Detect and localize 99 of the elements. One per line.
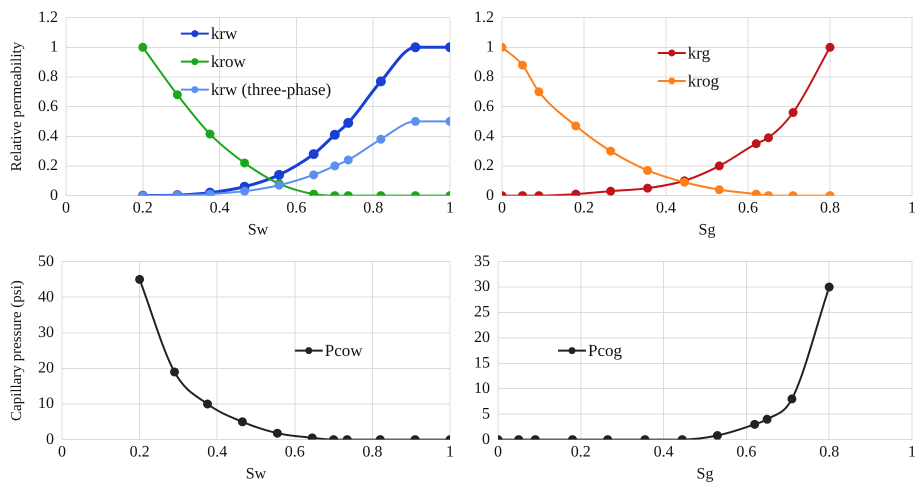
y-tick-label: 30: [38, 324, 54, 342]
point: [606, 146, 616, 156]
point: [309, 170, 318, 180]
y-tick-label: 0: [482, 430, 490, 448]
point: [240, 186, 250, 196]
point: [343, 118, 354, 128]
legend-label: Pcow: [324, 341, 364, 360]
x-tick-label: 0.2: [132, 199, 153, 216]
y-tick-label: 0.4: [474, 127, 494, 144]
y-tick-label: 0.8: [474, 68, 494, 86]
point: [518, 60, 527, 70]
y-tick-label: 30: [474, 278, 490, 296]
point: [330, 130, 340, 140]
point: [240, 158, 250, 168]
point: [308, 433, 317, 440]
x-axis-title: Sg: [696, 466, 714, 483]
y-tick-label: 5: [482, 405, 490, 422]
x-tick-label: 0.6: [736, 443, 756, 460]
y-tick-label: 0.2: [38, 157, 58, 174]
x-tick-label: 0.2: [570, 443, 591, 460]
point: [643, 184, 652, 193]
x-tick-label: 0.4: [656, 199, 676, 216]
x-tick-label: 0.4: [210, 199, 230, 216]
point: [410, 116, 420, 126]
x-tick-label: 0.6: [738, 199, 758, 216]
x-tick-label: 0.8: [820, 199, 840, 216]
point: [203, 400, 212, 408]
y-tick-label: 50: [38, 252, 54, 270]
x-axis-title: Sw: [246, 466, 267, 483]
y-tick-label: 1: [50, 38, 58, 56]
y-tick-label: 0: [46, 430, 54, 448]
y-tick-label: 0: [50, 186, 58, 204]
y-tick-label: 0.6: [38, 98, 58, 115]
y-tick-label: 10: [474, 380, 490, 397]
x-tick-label: 0: [498, 199, 506, 216]
legend-label: krg: [688, 43, 711, 62]
x-tick-label: 0.8: [363, 199, 384, 216]
point: [138, 42, 148, 52]
x-axis-title: Sg: [698, 222, 716, 239]
point: [330, 161, 340, 170]
y-tick-label: 1.2: [474, 8, 494, 26]
y-tick-label: 25: [474, 304, 490, 321]
x-tick-label: 1: [908, 199, 916, 216]
point: [170, 367, 180, 376]
legend-label: krw: [210, 24, 238, 44]
point: [206, 130, 214, 139]
point: [172, 90, 182, 100]
y-axis-title: Capillary pressure (psi): [8, 280, 25, 421]
x-tick-label: 0.8: [362, 443, 382, 460]
y-tick-label: 0: [486, 186, 494, 204]
y-tick-label: 0.4: [38, 127, 58, 144]
y-tick-label: 20: [38, 360, 54, 377]
point: [714, 161, 724, 170]
y-tick-label: 40: [38, 288, 54, 306]
x-tick-label: 0.8: [819, 443, 840, 460]
point: [308, 149, 319, 160]
y-axis-title: Relative permeability: [8, 41, 25, 172]
y-tick-label: 1: [486, 38, 494, 56]
y-tick-label: 0.2: [474, 157, 494, 174]
y-tick-label: 15: [474, 354, 490, 372]
point: [752, 139, 761, 148]
point: [826, 42, 834, 52]
point: [135, 274, 144, 284]
y-tick-label: 1.2: [38, 8, 58, 26]
point: [787, 394, 796, 404]
y-tick-label: 0.8: [38, 68, 58, 86]
x-tick-label: 1: [446, 443, 454, 460]
point: [376, 134, 386, 144]
x-tick-label: 1: [908, 443, 916, 460]
y-tick-label: 10: [38, 395, 54, 412]
x-tick-label: 0.2: [130, 443, 150, 460]
point: [238, 417, 247, 426]
point: [714, 185, 724, 194]
point: [410, 42, 420, 52]
point: [376, 76, 386, 86]
x-tick-label: 0.2: [574, 199, 594, 216]
point: [344, 156, 353, 164]
x-tick-label: 0.4: [654, 443, 674, 460]
x-tick-label: 0.6: [286, 199, 306, 216]
legend-label: krw (three-phase): [210, 80, 332, 100]
x-tick-label: 1: [446, 199, 454, 216]
point: [824, 282, 834, 292]
point: [788, 108, 798, 118]
legend-label: krog: [688, 71, 720, 90]
point: [571, 121, 580, 130]
point: [274, 170, 284, 180]
x-tick-label: 0.4: [207, 443, 228, 460]
point: [764, 133, 773, 142]
y-tick-label: 20: [474, 329, 490, 346]
y-tick-label: 0.6: [474, 98, 494, 115]
x-tick-label: 0.6: [284, 443, 305, 460]
point: [606, 186, 616, 196]
x-axis-title: Sw: [248, 222, 269, 239]
point: [534, 87, 544, 96]
y-tick-label: 35: [474, 252, 490, 270]
point: [643, 166, 652, 175]
legend-label: krow: [210, 52, 246, 72]
x-tick-label: 0: [62, 199, 70, 216]
legend-label: Pcog: [588, 341, 622, 360]
